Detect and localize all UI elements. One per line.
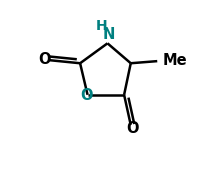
Text: Me: Me [163,53,188,68]
Text: N: N [102,28,115,43]
Text: O: O [39,52,51,67]
Text: O: O [80,88,93,103]
Text: H: H [95,19,107,33]
Text: O: O [126,121,139,136]
